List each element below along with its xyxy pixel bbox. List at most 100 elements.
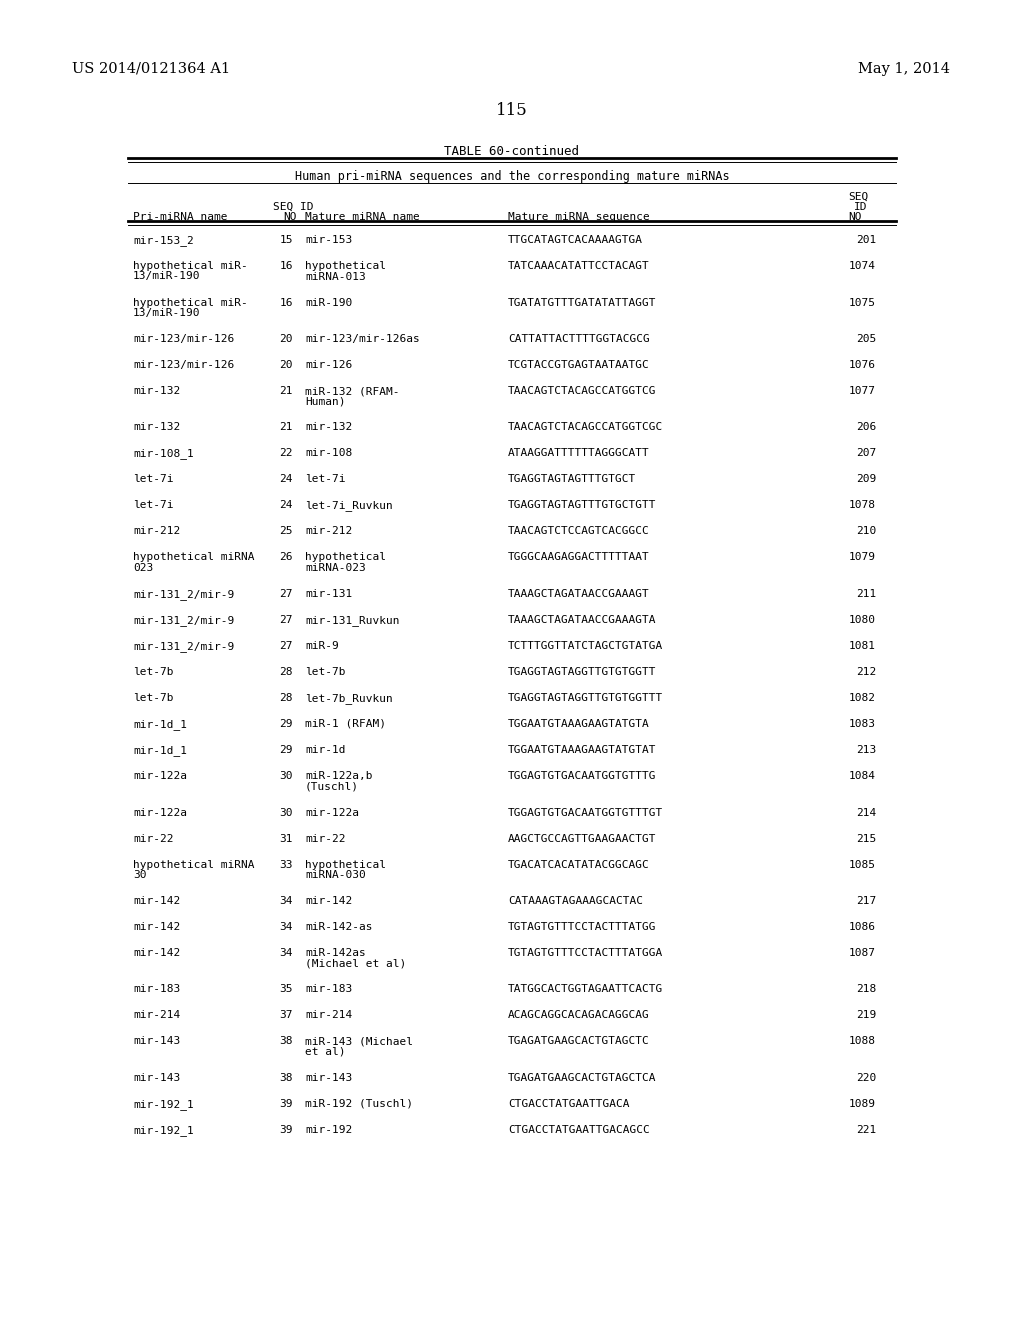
Text: mir-143: mir-143 [133,1073,180,1082]
Text: mir-142: mir-142 [133,921,180,932]
Text: (Tuschl): (Tuschl) [305,781,359,792]
Text: Human pri-miRNA sequences and the corresponding mature miRNAs: Human pri-miRNA sequences and the corres… [295,170,729,183]
Text: mir-1d_1: mir-1d_1 [133,744,187,756]
Text: Mature miRNA sequence: Mature miRNA sequence [508,213,650,222]
Text: 1077: 1077 [849,385,876,396]
Text: mir-192_1: mir-192_1 [133,1125,194,1137]
Text: mir-131_2/mir-9: mir-131_2/mir-9 [133,589,234,599]
Text: 28: 28 [280,667,293,677]
Text: 13/miR-190: 13/miR-190 [133,272,201,281]
Text: 21: 21 [280,385,293,396]
Text: TTGCATAGTCACAAAAGTGA: TTGCATAGTCACAAAAGTGA [508,235,643,246]
Text: 34: 34 [280,921,293,932]
Text: hypothetical miR-: hypothetical miR- [133,261,248,271]
Text: TGTAGTGTTTCCTACTTTATGG: TGTAGTGTTTCCTACTTTATGG [508,921,656,932]
Text: 30: 30 [133,870,146,880]
Text: mir-131_Ruvkun: mir-131_Ruvkun [305,615,399,626]
Text: 215: 215 [856,833,876,843]
Text: mir-108: mir-108 [305,449,352,458]
Text: 1081: 1081 [849,642,876,651]
Text: May 1, 2014: May 1, 2014 [858,62,950,77]
Text: TATCAAACATATTCCTACAGT: TATCAAACATATTCCTACAGT [508,261,650,271]
Text: TGGAGTGTGACAATGGTGTTTG: TGGAGTGTGACAATGGTGTTTG [508,771,656,781]
Text: CTGACCTATGAATTGACAGCC: CTGACCTATGAATTGACAGCC [508,1125,650,1135]
Text: let-7b_Ruvkun: let-7b_Ruvkun [305,693,393,704]
Text: TABLE 60-continued: TABLE 60-continued [444,145,580,158]
Text: 1088: 1088 [849,1036,876,1047]
Text: let-7i_Ruvkun: let-7i_Ruvkun [305,500,393,511]
Text: miR-9: miR-9 [305,642,339,651]
Text: let-7b: let-7b [133,693,173,704]
Text: mir-143: mir-143 [133,1036,180,1047]
Text: mir-1d: mir-1d [305,744,345,755]
Text: TAAAGCTAGATAACCGAAAGTA: TAAAGCTAGATAACCGAAAGTA [508,615,656,624]
Text: miR-1 (RFAM): miR-1 (RFAM) [305,719,386,729]
Text: 39: 39 [280,1125,293,1135]
Text: TGAGGTAGTAGTTTGTGCT: TGAGGTAGTAGTTTGTGCT [508,474,636,484]
Text: miR-192 (Tuschl): miR-192 (Tuschl) [305,1100,413,1109]
Text: TAACAGTCTACAGCCATGGTCG: TAACAGTCTACAGCCATGGTCG [508,385,656,396]
Text: miR-190: miR-190 [305,297,352,308]
Text: US 2014/0121364 A1: US 2014/0121364 A1 [72,62,230,77]
Text: mir-153: mir-153 [305,235,352,246]
Text: 25: 25 [280,527,293,536]
Text: mir-143: mir-143 [305,1073,352,1082]
Text: mir-131_2/mir-9: mir-131_2/mir-9 [133,642,234,652]
Text: (Michael et al): (Michael et al) [305,958,407,969]
Text: 27: 27 [280,615,293,624]
Text: hypothetical: hypothetical [305,553,386,562]
Text: 220: 220 [856,1073,876,1082]
Text: hypothetical miRNA: hypothetical miRNA [133,553,255,562]
Text: 214: 214 [856,808,876,817]
Text: hypothetical miR-: hypothetical miR- [133,297,248,308]
Text: mir-212: mir-212 [133,527,180,536]
Text: 209: 209 [856,474,876,484]
Text: Pri-miRNA name: Pri-miRNA name [133,213,227,222]
Text: 27: 27 [280,589,293,599]
Text: mir-132: mir-132 [133,385,180,396]
Text: 1089: 1089 [849,1100,876,1109]
Text: hypothetical miRNA: hypothetical miRNA [133,859,255,870]
Text: TGGGCAAGAGGACTTTTTAAT: TGGGCAAGAGGACTTTTTAAT [508,553,650,562]
Text: 38: 38 [280,1036,293,1047]
Text: 20: 20 [280,360,293,370]
Text: Human): Human) [305,396,345,407]
Text: 1084: 1084 [849,771,876,781]
Text: miR-143 (Michael: miR-143 (Michael [305,1036,413,1047]
Text: 16: 16 [280,297,293,308]
Text: mir-214: mir-214 [133,1011,180,1020]
Text: 217: 217 [856,896,876,906]
Text: ACAGCAGGCACAGACAGGCAG: ACAGCAGGCACAGACAGGCAG [508,1011,650,1020]
Text: mir-142: mir-142 [133,896,180,906]
Text: Mature miRNA name: Mature miRNA name [305,213,420,222]
Text: 218: 218 [856,985,876,994]
Text: 1079: 1079 [849,553,876,562]
Text: 207: 207 [856,449,876,458]
Text: miR-142as: miR-142as [305,948,366,958]
Text: 1074: 1074 [849,261,876,271]
Text: mir-132: mir-132 [305,422,352,433]
Text: TGAGATGAAGCACTGTAGCTC: TGAGATGAAGCACTGTAGCTC [508,1036,650,1047]
Text: 213: 213 [856,744,876,755]
Text: 22: 22 [280,449,293,458]
Text: 29: 29 [280,719,293,729]
Text: 023: 023 [133,564,154,573]
Text: mir-122a: mir-122a [305,808,359,817]
Text: mir-22: mir-22 [133,833,173,843]
Text: CTGACCTATGAATTGACA: CTGACCTATGAATTGACA [508,1100,630,1109]
Text: let-7i: let-7i [133,474,173,484]
Text: 21: 21 [280,422,293,433]
Text: NO: NO [848,213,861,222]
Text: mir-108_1: mir-108_1 [133,449,194,459]
Text: CATTATTACTTTTGGTACGCG: CATTATTACTTTTGGTACGCG [508,334,650,345]
Text: let-7i: let-7i [133,500,173,511]
Text: 31: 31 [280,833,293,843]
Text: miRNA-030: miRNA-030 [305,870,366,880]
Text: TCTTTGGTTATCTAGCTGTATGA: TCTTTGGTTATCTAGCTGTATGA [508,642,664,651]
Text: mir-123/mir-126: mir-123/mir-126 [133,334,234,345]
Text: mir-142: mir-142 [133,948,180,958]
Text: 28: 28 [280,693,293,704]
Text: 1086: 1086 [849,921,876,932]
Text: miRNA-013: miRNA-013 [305,272,366,281]
Text: hypothetical: hypothetical [305,859,386,870]
